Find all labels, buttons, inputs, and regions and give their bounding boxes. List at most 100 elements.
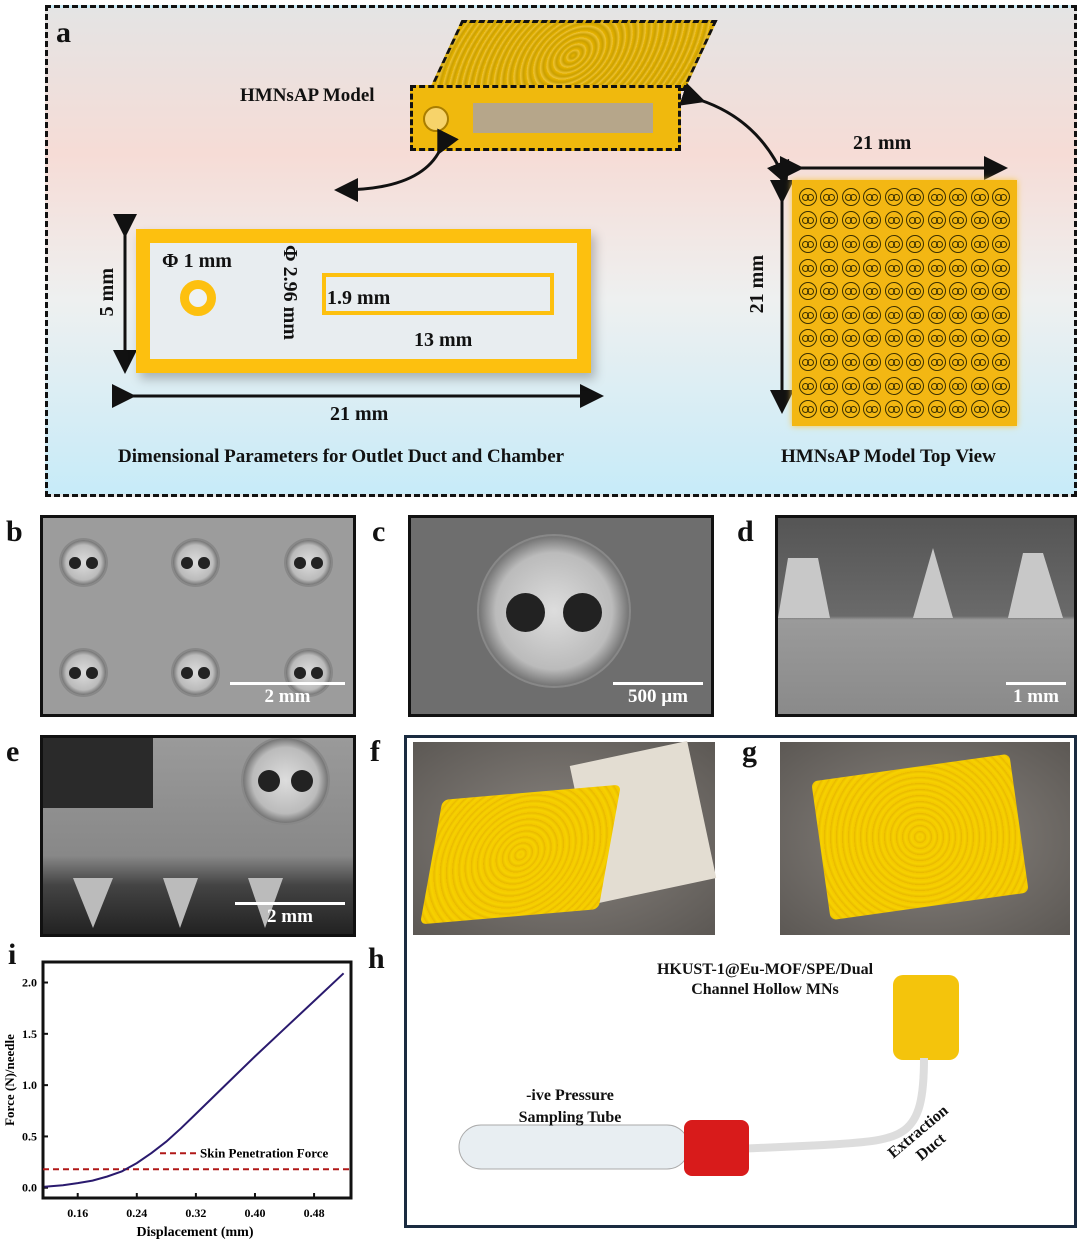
microneedle-icon — [970, 258, 989, 277]
microneedle-icon — [884, 234, 903, 253]
photo-h-device — [893, 975, 959, 1060]
microneedle-icon — [884, 305, 903, 324]
microneedle-icon — [927, 211, 946, 230]
panel-h-frame — [404, 735, 1077, 1228]
microneedle-icon — [992, 352, 1011, 371]
microneedle-icon — [841, 282, 860, 301]
y-axis-label: Force (N)/needle — [2, 1034, 17, 1126]
plot-frame — [41, 960, 353, 1200]
dim-13mm: 13 mm — [414, 329, 473, 351]
x-axis-label: Displacement (mm) — [136, 1225, 253, 1240]
microneedle-icon — [992, 400, 1011, 419]
panel-label-d: d — [737, 515, 754, 548]
microneedle-icon — [992, 282, 1011, 301]
caption-top-view: HMNsAP Model Top View — [781, 446, 996, 467]
microneedle-icon — [884, 376, 903, 395]
microneedle-icon — [970, 329, 989, 348]
microneedle-icon — [992, 258, 1011, 277]
microneedle-icon — [949, 211, 968, 230]
microneedle-icon — [906, 187, 925, 206]
microneedle-icon — [863, 258, 882, 277]
microneedle-icon — [863, 352, 882, 371]
microneedle-icon — [884, 329, 903, 348]
tube-label: -ive Pressure Sampling Tube — [518, 1087, 622, 1126]
microneedle-icon — [906, 305, 925, 324]
microneedle-icon — [949, 258, 968, 277]
microneedle-icon — [820, 376, 839, 395]
microneedle-icon — [970, 400, 989, 419]
y-tick-label: 1.0 — [22, 1078, 37, 1092]
microneedle-icon — [949, 352, 968, 371]
force-displacement-chart: 0.16 0.24 0.32 0.40 0.48 0.0 0.5 1.0 1.5 2.0 Disp… — [2, 960, 353, 1240]
sem-image-c: 500 µm — [408, 515, 714, 717]
microneedle-icon — [798, 376, 817, 395]
microneedle-icon — [841, 400, 860, 419]
photo-h-sampling-setup — [458, 1057, 928, 1176]
sem-image-d: 1 mm — [775, 515, 1077, 717]
y-tick-label: 0.5 — [22, 1129, 37, 1143]
microneedle-icon — [820, 329, 839, 348]
microneedle-icon — [949, 376, 968, 395]
microneedle-icon — [863, 234, 882, 253]
microneedle-icon — [820, 211, 839, 230]
hmnsap-3d-model — [405, 15, 718, 155]
panel-label-b: b — [6, 515, 23, 548]
microneedle-icon — [820, 400, 839, 419]
photo-g-device — [780, 742, 1070, 935]
dim-1-9mm: 1.9 mm — [327, 287, 391, 309]
microneedle-icon — [970, 211, 989, 230]
dim-5mm: 5 mm — [96, 268, 118, 317]
microneedle-icon — [949, 305, 968, 324]
microneedle-icon — [906, 258, 925, 277]
microneedle-icon — [798, 282, 817, 301]
microneedle-icon — [970, 282, 989, 301]
panel-label-g: g — [742, 735, 757, 768]
microneedle-icon — [927, 282, 946, 301]
dim-21mm-top: 21 mm — [853, 132, 912, 154]
threshold-label: Skin Penetration Force — [200, 1145, 329, 1160]
dim-21mm-side: 21 mm — [746, 255, 768, 314]
microneedle-icon — [970, 187, 989, 206]
microneedle-icon — [992, 305, 1011, 324]
microneedle-icon — [927, 234, 946, 253]
sem-image-b: 2 mm — [40, 515, 356, 717]
microneedle-icon — [820, 187, 839, 206]
outlet-duct-ring — [180, 280, 216, 316]
microneedle-icon — [927, 305, 946, 324]
force-curve — [44, 972, 345, 1188]
microneedle-icon — [992, 329, 1011, 348]
microneedle-icon — [927, 187, 946, 206]
panel-label-f: f — [370, 735, 380, 768]
microneedle-icon — [884, 187, 903, 206]
microneedle-icon — [798, 400, 817, 419]
scale-bar-e: 2 mm — [267, 906, 313, 927]
microneedle-icon — [798, 305, 817, 324]
microneedle-icon — [820, 234, 839, 253]
x-tick-label: 0.48 — [304, 1206, 325, 1220]
microneedle-icon — [992, 376, 1011, 395]
microneedle-icon — [798, 329, 817, 348]
microneedle-icon — [927, 329, 946, 348]
microneedle-array-top-view — [792, 180, 1017, 426]
microneedle-icon — [884, 258, 903, 277]
microneedle-icon — [906, 400, 925, 419]
microneedle-icon — [820, 352, 839, 371]
panel-label-a: a — [56, 16, 71, 49]
microneedle-icon — [884, 282, 903, 301]
microneedle-icon — [863, 376, 882, 395]
microneedle-icon — [841, 376, 860, 395]
x-tick-label: 0.32 — [185, 1206, 206, 1220]
device-label: HKUST-1@Eu-MOF/SPE/Dual Channel Hollow M… — [656, 961, 874, 998]
caption-dimensional: Dimensional Parameters for Outlet Duct a… — [118, 446, 565, 467]
photo-f-device — [413, 741, 717, 935]
microneedle-icon — [798, 211, 817, 230]
y-tick-label: 0.0 — [22, 1181, 37, 1195]
microneedle-icon — [992, 234, 1011, 253]
dim-21mm-bottom: 21 mm — [330, 403, 389, 425]
x-tick-label: 0.24 — [126, 1206, 147, 1220]
panel-label-c: c — [372, 515, 386, 548]
microneedle-icon — [884, 400, 903, 419]
microneedle-icon — [863, 329, 882, 348]
panel-label-e: e — [6, 735, 20, 768]
microneedle-icon — [841, 305, 860, 324]
